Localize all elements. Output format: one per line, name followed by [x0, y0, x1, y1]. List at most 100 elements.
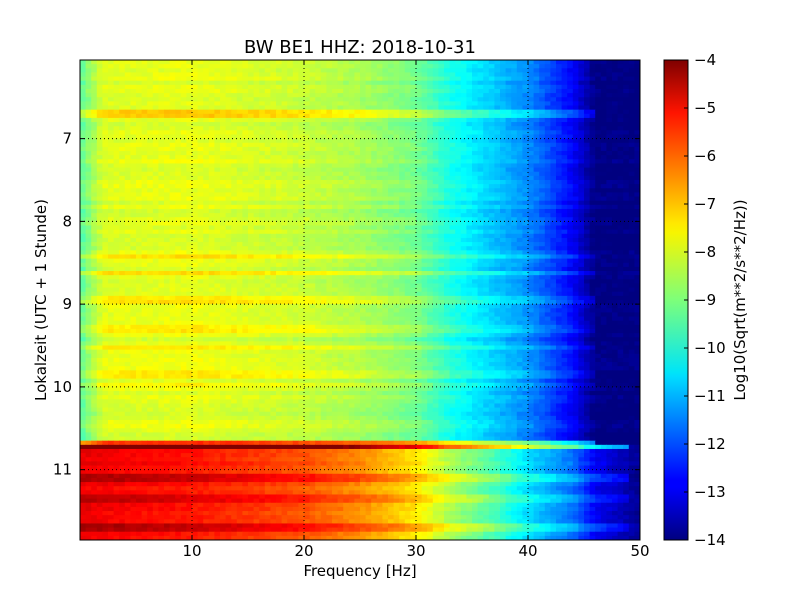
heatmap-cell [455, 188, 462, 194]
heatmap-cell [427, 146, 434, 152]
heatmap-cell [584, 262, 591, 268]
heatmap-cell [584, 117, 591, 123]
heatmap-cell [544, 151, 551, 156]
heatmap-cell [236, 130, 243, 136]
heatmap-cell [556, 109, 563, 115]
heatmap-cell [455, 134, 462, 140]
heatmap-cell [304, 163, 311, 169]
heatmap-cell [203, 208, 210, 214]
heatmap-cell [130, 163, 137, 169]
heatmap-cell [80, 126, 87, 131]
heatmap-cell [186, 217, 193, 222]
heatmap-cell [208, 80, 215, 86]
heatmap-cell [388, 88, 395, 94]
heatmap-cell [634, 258, 640, 264]
heatmap-cell [460, 84, 467, 90]
heatmap-cell [259, 250, 266, 256]
heatmap-cell [455, 93, 462, 98]
heatmap-cell [287, 217, 294, 222]
heatmap-cell [354, 97, 361, 102]
heatmap-cell [248, 213, 255, 218]
heatmap-cell [556, 192, 563, 198]
heatmap-cell [365, 217, 372, 222]
heatmap-cell [197, 237, 204, 243]
heatmap-cell [606, 93, 613, 98]
heatmap-cell [399, 254, 406, 260]
heatmap-cell [612, 167, 619, 173]
heatmap-cell [259, 134, 266, 140]
heatmap-cell [192, 175, 199, 181]
heatmap-cell [376, 250, 383, 256]
heatmap-cell [337, 167, 344, 173]
heatmap-cell [455, 180, 462, 185]
heatmap-cell [242, 84, 249, 90]
heatmap-cell [152, 130, 159, 136]
heatmap-cell [404, 159, 411, 165]
heatmap-cell [214, 184, 221, 189]
heatmap-cell [186, 233, 193, 239]
heatmap-cell [500, 246, 507, 251]
heatmap-cell [572, 242, 579, 247]
heatmap-cell [483, 122, 490, 127]
heatmap-cell [438, 151, 445, 156]
heatmap-cell [141, 196, 148, 202]
heatmap-cell [332, 159, 339, 165]
heatmap-cell [472, 97, 479, 102]
heatmap-cell [113, 184, 120, 189]
heatmap-cell [197, 151, 204, 156]
heatmap-cell [477, 204, 484, 210]
heatmap-cell [600, 76, 607, 82]
heatmap-cell [136, 200, 143, 206]
heatmap-cell [287, 97, 294, 102]
heatmap-cell [320, 167, 327, 173]
heatmap-cell [326, 113, 333, 119]
heatmap-cell [242, 64, 249, 69]
heatmap-cell [298, 229, 305, 235]
heatmap-cell [399, 113, 406, 119]
heatmap-cell [192, 180, 199, 185]
heatmap-cell [628, 134, 635, 140]
heatmap-cell [617, 113, 624, 119]
heatmap-cell [600, 188, 607, 194]
heatmap-cell [236, 60, 243, 65]
heatmap-cell [460, 213, 467, 218]
heatmap-cell [606, 60, 613, 65]
heatmap-cell [348, 163, 355, 169]
heatmap-cell [399, 122, 406, 127]
heatmap-cell [242, 97, 249, 102]
heatmap-cell [472, 105, 479, 111]
heatmap-cell [511, 80, 518, 86]
heatmap-cell [354, 142, 361, 148]
heatmap-cell [421, 64, 428, 69]
heatmap-cell [600, 229, 607, 235]
heatmap-cell [242, 60, 249, 65]
heatmap-cell [152, 167, 159, 173]
heatmap-cell [522, 258, 529, 264]
heatmap-cell [304, 142, 311, 148]
heatmap-cell [483, 155, 490, 160]
heatmap-cell [85, 184, 92, 189]
heatmap-cell [472, 64, 479, 69]
heatmap-cell [337, 142, 344, 148]
heatmap-cell [516, 184, 523, 189]
heatmap-cell [572, 233, 579, 239]
heatmap-cell [550, 213, 557, 218]
heatmap-cell [102, 88, 109, 94]
heatmap-cell [589, 237, 596, 243]
heatmap-cell [259, 72, 266, 78]
heatmap-cell [623, 180, 630, 185]
heatmap-cell [259, 122, 266, 127]
heatmap-cell [348, 151, 355, 156]
heatmap-cell [617, 196, 624, 202]
heatmap-cell [354, 196, 361, 202]
heatmap-cell [326, 159, 333, 165]
heatmap-cell [354, 130, 361, 136]
heatmap-cell [270, 113, 277, 119]
heatmap-cell [152, 93, 159, 98]
heatmap-cell [522, 130, 529, 136]
heatmap-cell [197, 113, 204, 119]
heatmap-cell [410, 68, 417, 74]
heatmap-cell [197, 208, 204, 214]
heatmap-cell [248, 188, 255, 194]
heatmap-cell [438, 146, 445, 152]
